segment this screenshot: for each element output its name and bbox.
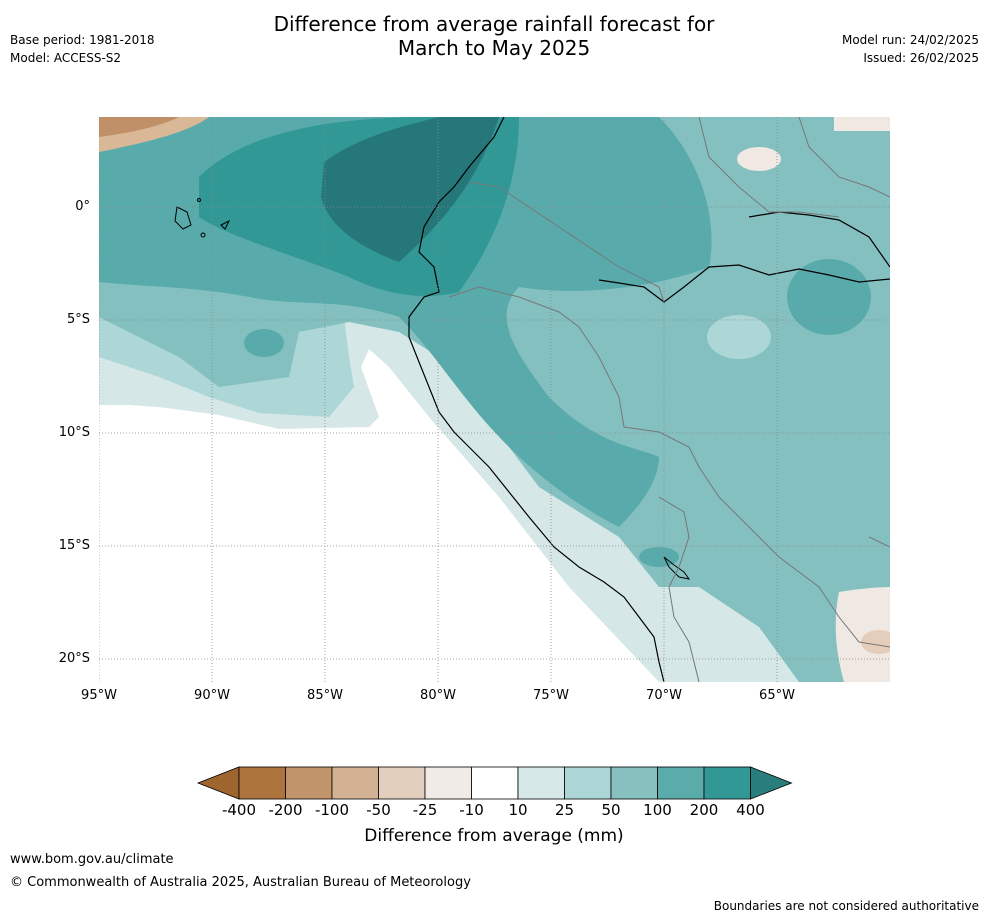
lon-label-70w: 70°W [646,688,682,703]
lat-label-5s: 5°S [66,312,90,327]
contour-wet-100-patch-amazon [787,259,871,335]
lon-label-75w: 75°W [533,688,569,703]
colorbar-cell [610,766,658,800]
galapagos-islands [174,198,231,238]
colorbar-tick-label: -10 [459,801,484,819]
colorbar-tick-label: 400 [736,801,765,819]
lon-label-65w: 65°W [759,688,795,703]
lon-label-85w: 85°W [307,688,343,703]
footer-url[interactable]: www.bom.gov.au/climate [10,852,174,867]
lat-label-15s: 15°S [58,538,90,553]
colorbar-tick-label: -100 [314,801,350,819]
footer-copyright: © Commonwealth of Australia 2025, Austra… [10,875,471,890]
rio-negro [748,211,890,268]
colorbar-tick-label: 100 [643,801,672,819]
colorbar-tick-label: -25 [412,801,438,819]
contour-wet-100-patch-lake [639,547,679,567]
colorbar-tick-label: 25 [554,801,575,819]
colorbar-tick-label: 200 [689,801,719,819]
contour-wet-25-patch-central [707,315,771,359]
title-line-2: March to May 2025 [397,36,591,60]
model-name: Model: ACCESS-S2 [10,51,122,65]
contour-dry-ne [737,147,781,171]
base-period: Base period: 1981-2018 [10,33,155,47]
lat-label-20s: 20°S [58,651,90,666]
lon-label-90w: 90°W [194,688,230,703]
map-title: Difference from average rainfall forecas… [0,12,988,60]
colorbar-tick-label: 10 [508,801,528,819]
contour-wet-400 [321,117,499,262]
lat-label-10s: 10°S [58,425,90,440]
colorbar-tick-label: 50 [601,801,621,819]
contour-dry-nw-inner [99,117,179,137]
contour-wet-50-patch-east [804,167,864,227]
colorbar-tick-label: -50 [366,801,391,819]
colorbar-cell [517,766,565,800]
lon-label-80w: 80°W [420,688,456,703]
colorbar-tick-label: -200 [268,801,303,819]
colorbar [196,766,793,800]
coastline [408,117,665,682]
title-line-1: Difference from average rainfall forecas… [273,12,715,36]
colorbar-tick-label: -400 [221,801,257,819]
colorbar-cells [196,766,793,800]
colorbar-cell [564,766,612,800]
contour-dry-se-inner [861,630,890,654]
contour-wet-100-patch-ocean [244,329,284,357]
meta-right: Model run: 24/02/2025 Issued: 26/02/2025 [842,31,979,67]
colorbar-cell [471,766,519,800]
rainfall-map [99,117,890,682]
lake-titicaca [663,556,691,580]
amazon-river [598,264,890,303]
model-run-date: Model run: 24/02/2025 [841,33,979,47]
colorbar-cell [285,766,333,800]
colorbar-arrow-low [196,766,240,800]
issued-date: Issued: 26/02/2025 [863,51,979,65]
graticule [99,117,890,682]
map-canvas [99,117,890,682]
colorbar-cell [703,766,751,800]
contour-dry-se [835,587,890,682]
colorbar-title: Difference from average (mm) [364,826,624,846]
contour-dry-ne-corner [834,117,890,131]
lat-label-0: 0° [75,199,90,214]
colorbar-cell [657,766,705,800]
country-borders [448,117,890,682]
colorbar-cell [424,766,472,800]
colorbar-cell [238,766,286,800]
footer-disclaimer: Boundaries are not considered authoritat… [713,899,979,913]
meta-left: Base period: 1981-2018 Model: ACCESS-S2 [10,31,155,67]
colorbar-arrow-high [750,766,793,800]
colorbar-cell [378,766,426,800]
colorbar-cell [331,766,379,800]
lon-label-95w: 95°W [81,688,117,703]
